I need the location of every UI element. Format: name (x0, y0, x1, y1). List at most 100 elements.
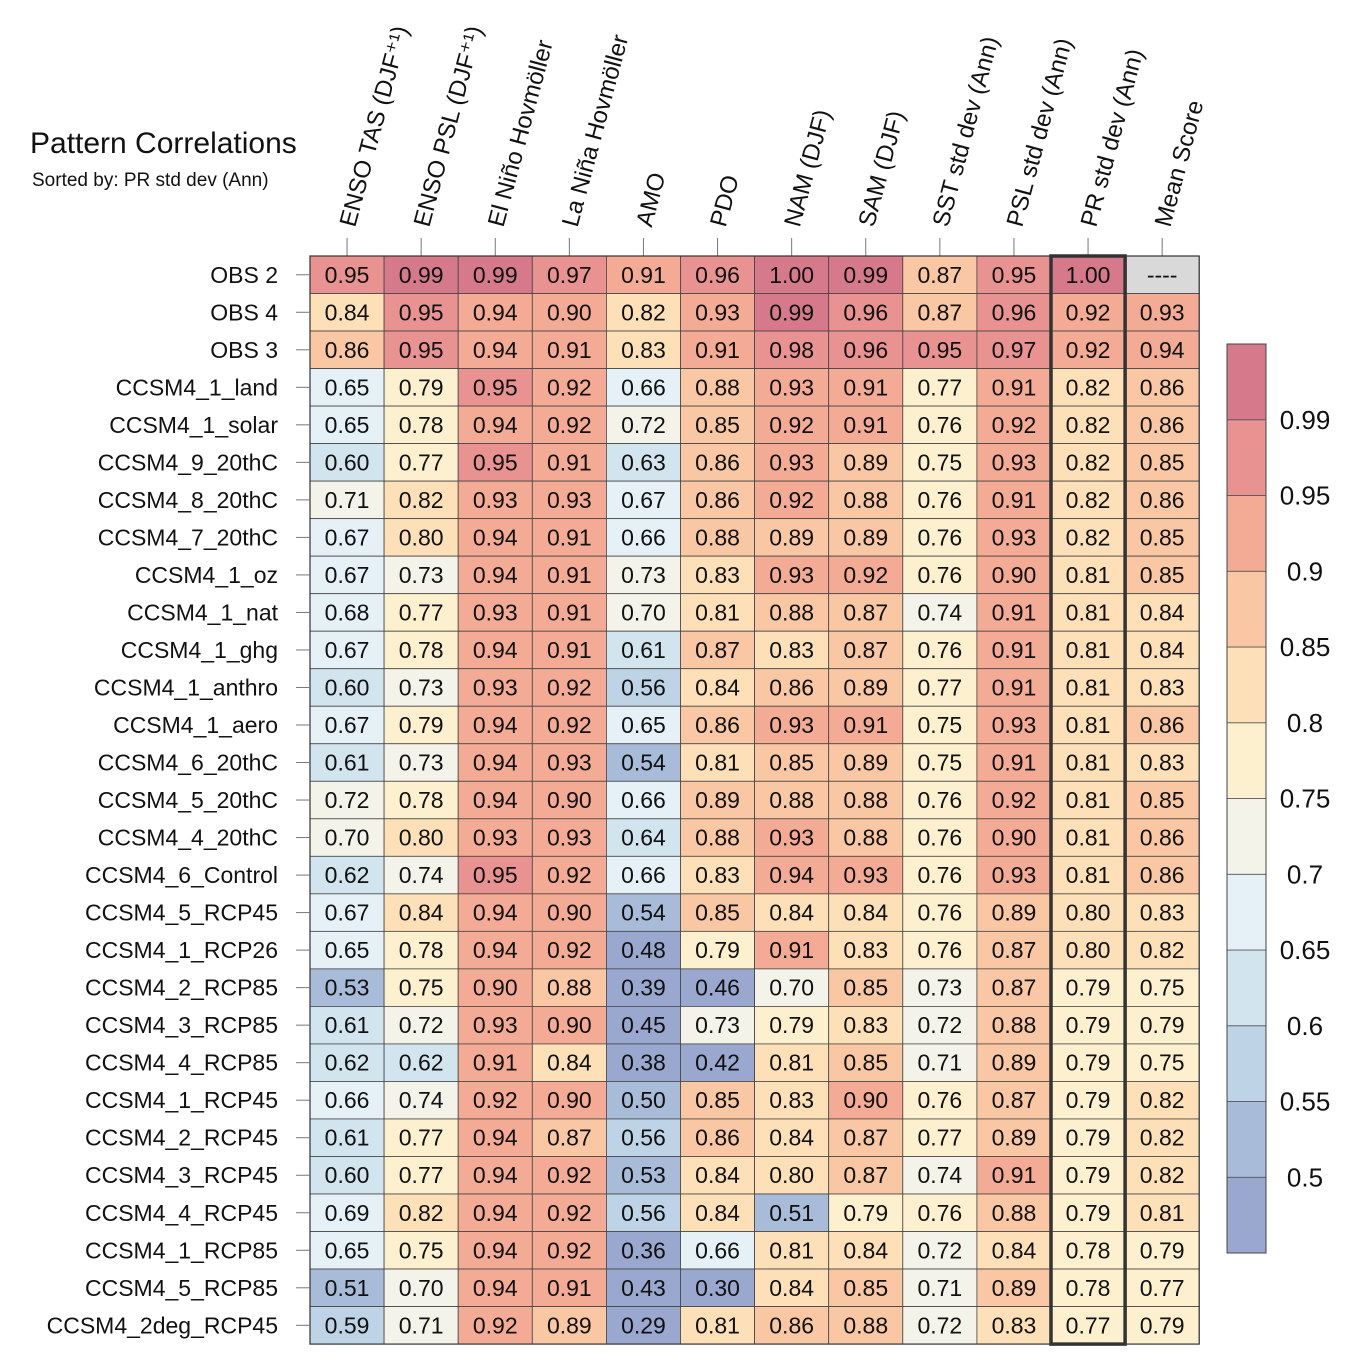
heatmap-cell (680, 893, 755, 932)
colorbar-band (1226, 722, 1267, 799)
cell-value: 0.80 (1066, 900, 1111, 926)
heatmap-cell (606, 705, 681, 745)
chart-subtitle: Sorted by: PR std dev (Ann) (32, 170, 269, 191)
heatmap-cell (383, 1306, 459, 1345)
heatmap-cell (976, 968, 1052, 1007)
heatmap-cell (606, 893, 681, 932)
heatmap-cell (606, 668, 681, 707)
cell-value: 0.76 (917, 562, 962, 588)
heatmap-cell (1124, 968, 1200, 1007)
cell-value: 0.90 (992, 562, 1037, 588)
cell-value: 0.91 (621, 262, 666, 288)
cell-value: 0.85 (843, 1050, 888, 1076)
cell-value: 0.98 (769, 337, 814, 363)
heatmap-cell (457, 518, 533, 557)
heatmap-cell (680, 743, 755, 782)
row-label: CCSM4_1_RCP26 (85, 937, 278, 963)
cell-value: 0.87 (917, 262, 962, 288)
cell-value: 0.88 (992, 1012, 1037, 1038)
heatmap-cell (383, 855, 459, 895)
cell-value: 0.94 (473, 337, 518, 363)
cell-value: 0.77 (399, 1162, 444, 1188)
heatmap-cell (606, 405, 681, 444)
heatmap-cell (383, 1006, 459, 1045)
cell-value: 0.95 (473, 449, 518, 475)
cell-value: 0.66 (621, 862, 666, 888)
cell-value: 0.96 (843, 337, 888, 363)
cell-value: 0.72 (917, 1312, 962, 1338)
cell-value: 0.61 (621, 637, 666, 663)
cell-value: 0.84 (547, 1050, 592, 1076)
heatmap-cell (531, 405, 607, 444)
cell-value: 0.72 (917, 1237, 962, 1263)
cell-value: 0.88 (843, 487, 888, 513)
cell-value: 0.87 (843, 637, 888, 663)
colorbar-tick-label: 0.65 (1280, 935, 1331, 965)
cell-value: 0.77 (917, 374, 962, 400)
cell-value: 0.88 (695, 524, 740, 550)
heatmap-cell (1124, 668, 1200, 707)
heatmap-cell (531, 443, 607, 482)
row-label: CCSM4_3_RCP45 (85, 1162, 278, 1188)
heatmap-cell (531, 368, 607, 407)
chart-title: Pattern Correlations (30, 127, 297, 160)
cell-value: 0.76 (917, 637, 962, 663)
heatmap-cell (754, 893, 830, 932)
heatmap-cell (309, 743, 385, 782)
cell-value: 0.60 (325, 674, 370, 700)
cell-value: 0.67 (621, 487, 666, 513)
cell-value: 0.89 (992, 900, 1037, 926)
cell-value: 0.95 (917, 337, 962, 363)
cell-value: 0.94 (473, 750, 518, 776)
cell-value: 0.77 (399, 599, 444, 625)
colorbar-tick-label: 0.9 (1287, 556, 1323, 586)
heatmap-cell (976, 743, 1052, 782)
column-label: El Niño Hovmöller (483, 37, 559, 230)
cell-value: 0.73 (695, 1012, 740, 1038)
colorbar-band (1226, 1025, 1267, 1102)
cell-value: 0.91 (547, 1275, 592, 1301)
heatmap-cell (309, 630, 385, 670)
cell-value: 0.74 (399, 862, 444, 888)
cell-value: 0.77 (399, 449, 444, 475)
heatmap-cell (680, 1193, 755, 1232)
cell-value: 0.67 (325, 637, 370, 663)
column-label: SAM (DJF) (853, 108, 910, 230)
heatmap-cell (828, 1306, 904, 1345)
cell-value: 0.30 (695, 1275, 740, 1301)
heatmap-cell (383, 555, 459, 595)
heatmap-cell (828, 705, 904, 745)
heatmap-cell (828, 930, 904, 970)
cell-value: 0.89 (843, 750, 888, 776)
cell-value: 0.73 (399, 562, 444, 588)
heatmap-cell (1124, 1043, 1200, 1082)
row-label: CCSM4_5_RCP85 (85, 1275, 278, 1301)
heatmap-cell (309, 855, 385, 895)
cell-value: 0.87 (843, 1125, 888, 1151)
cell-value: 0.76 (917, 412, 962, 438)
row-label: OBS 3 (210, 337, 278, 363)
heatmap-cell (680, 930, 755, 970)
cell-value: 0.93 (1140, 299, 1185, 325)
cell-value: 0.67 (325, 712, 370, 738)
cell-value: 0.92 (1066, 337, 1111, 363)
cell-value: 0.90 (843, 1087, 888, 1113)
cell-value: 0.95 (473, 374, 518, 400)
cell-value: 0.94 (473, 1162, 518, 1188)
heatmap-cell (457, 405, 533, 444)
heatmap-cell (976, 593, 1052, 632)
heatmap-cell (531, 1231, 607, 1270)
heatmap-cell (754, 818, 830, 857)
cell-value: 0.86 (325, 337, 370, 363)
cell-value: 0.75 (399, 975, 444, 1001)
heatmap-cell (976, 368, 1052, 407)
cell-value: 0.81 (1066, 712, 1111, 738)
cell-value: 0.90 (473, 975, 518, 1001)
cell-value: 0.81 (1066, 637, 1111, 663)
cell-value: 0.81 (1066, 750, 1111, 776)
row-label: CCSM4_9_20thC (98, 449, 278, 475)
cell-value: 0.79 (1140, 1237, 1185, 1263)
heatmap-cell (1050, 405, 1126, 444)
cell-value: 0.81 (1140, 1200, 1185, 1226)
cell-value: 0.71 (917, 1275, 962, 1301)
